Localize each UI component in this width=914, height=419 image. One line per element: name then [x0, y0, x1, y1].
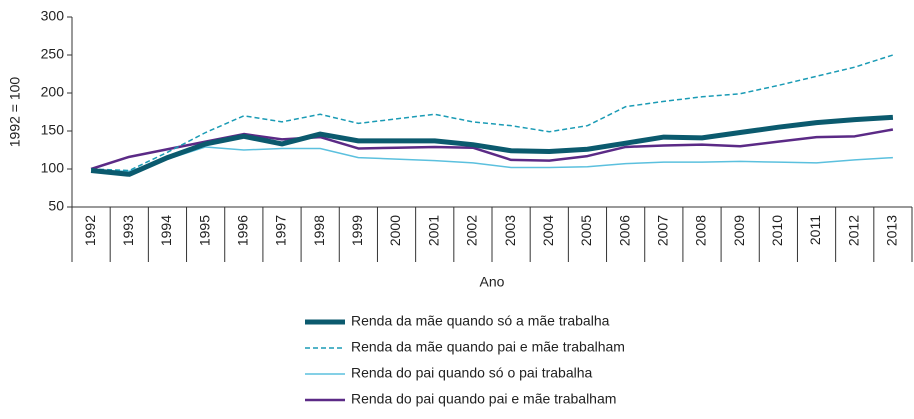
x-tick-label: 1998	[311, 215, 327, 246]
x-tick-label: 2001	[425, 215, 441, 246]
x-tick-label: 2005	[578, 215, 594, 246]
y-tick-label: 300	[41, 8, 65, 24]
y-axis-label: 1992 = 100	[7, 77, 23, 148]
x-tick-label: 2013	[884, 215, 900, 246]
x-tick-label: 2011	[807, 215, 823, 245]
x-tick-label: 2007	[655, 215, 671, 246]
legend-label: Renda da mãe quando só a mãe trabalha	[351, 313, 610, 329]
x-tick-label: 2003	[502, 215, 518, 246]
y-tick-label: 250	[41, 46, 65, 62]
x-tick-label: 1997	[273, 215, 289, 246]
y-tick-label: 200	[41, 84, 65, 100]
x-tick-label: 2008	[693, 215, 709, 246]
x-tick-label: 2009	[731, 215, 747, 246]
x-tick-label: 1992	[82, 215, 98, 246]
legend-label: Renda da mãe quando pai e mãe trabalham	[351, 339, 625, 355]
series-line	[90, 114, 894, 177]
legend-label: Renda do pai quando só o pai trabalha	[351, 365, 593, 381]
x-axis-label: Ano	[480, 274, 505, 290]
series-line	[91, 146, 893, 173]
x-tick-label: 1994	[158, 215, 174, 246]
x-tick-label: 1999	[349, 215, 365, 246]
legend-label: Renda do pai quando pai e mãe trabalham	[351, 391, 616, 407]
series-line	[91, 54, 894, 172]
x-tick-label: 1996	[235, 215, 251, 246]
y-tick-label: 50	[48, 198, 64, 214]
x-tick-label: 2010	[769, 215, 785, 246]
x-tick-label: 2000	[387, 215, 403, 246]
y-tick-label: 100	[41, 160, 65, 176]
x-tick-label: 2002	[464, 215, 480, 246]
x-tick-label: 1995	[196, 215, 212, 246]
y-tick-label: 150	[41, 122, 65, 138]
x-tick-label: 1993	[120, 215, 136, 246]
x-tick-label: 2012	[845, 215, 861, 246]
x-tick-label: 2006	[616, 215, 632, 246]
x-tick-label: 2004	[540, 215, 556, 246]
